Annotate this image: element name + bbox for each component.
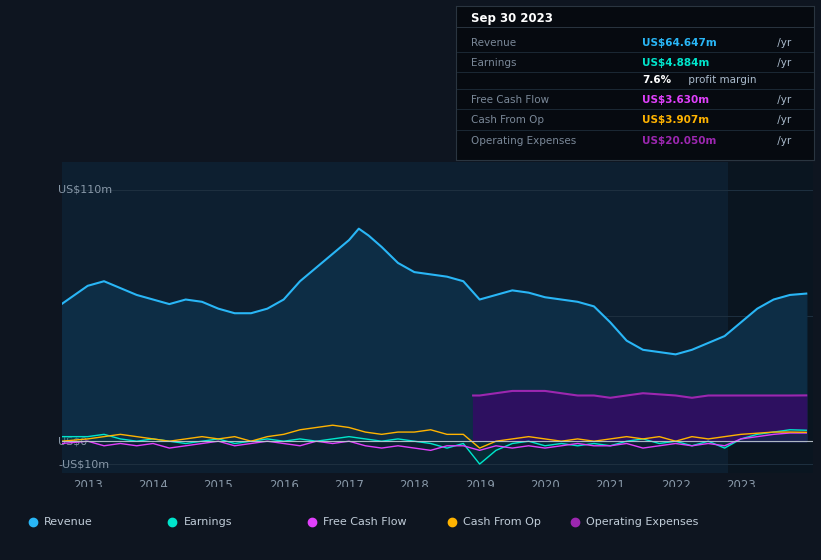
Text: Operating Expenses: Operating Expenses [586, 517, 699, 527]
Text: US$20.050m: US$20.050m [642, 136, 717, 146]
Text: US$64.647m: US$64.647m [642, 38, 717, 48]
Text: US$3.630m: US$3.630m [642, 95, 709, 105]
Text: /yr: /yr [774, 136, 791, 146]
Text: US$110m: US$110m [58, 185, 112, 195]
Text: US$3.907m: US$3.907m [642, 115, 709, 124]
Text: /yr: /yr [774, 115, 791, 124]
Text: -US$10m: -US$10m [58, 459, 109, 469]
Text: Operating Expenses: Operating Expenses [470, 136, 576, 146]
Text: Earnings: Earnings [470, 58, 516, 68]
Text: /yr: /yr [774, 95, 791, 105]
Text: Cash From Op: Cash From Op [470, 115, 544, 124]
Text: Free Cash Flow: Free Cash Flow [323, 517, 407, 527]
Text: Sep 30 2023: Sep 30 2023 [470, 12, 553, 25]
Text: US$0: US$0 [58, 436, 88, 446]
Text: 7.6%: 7.6% [642, 74, 672, 85]
Bar [728, 162, 813, 473]
Text: /yr: /yr [774, 58, 791, 68]
Text: Free Cash Flow: Free Cash Flow [470, 95, 549, 105]
Text: Cash From Op: Cash From Op [463, 517, 541, 527]
Text: Earnings: Earnings [184, 517, 232, 527]
Text: profit margin: profit margin [685, 74, 756, 85]
Text: Revenue: Revenue [470, 38, 516, 48]
Text: /yr: /yr [774, 38, 791, 48]
Text: US$4.884m: US$4.884m [642, 58, 709, 68]
Text: Revenue: Revenue [44, 517, 93, 527]
